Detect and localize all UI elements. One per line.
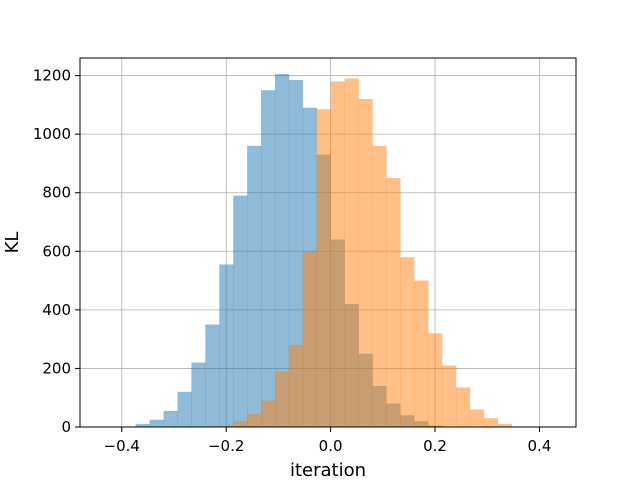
histogram-bar-series-2 xyxy=(455,387,471,427)
histogram-bar-series-2 xyxy=(330,81,345,427)
histogram-bar-series-2 xyxy=(483,418,499,427)
histogram-bar-series-2 xyxy=(233,421,248,427)
histogram-bar-series-2 xyxy=(274,371,290,427)
histogram-bar-series-2 xyxy=(400,257,415,427)
histogram-bar-series-1 xyxy=(233,195,248,427)
histogram-bar-series-1 xyxy=(261,90,276,427)
histogram-bar-series-1 xyxy=(177,391,192,427)
histogram-bar-series-1 xyxy=(163,410,178,427)
y-tick-label: 400 xyxy=(42,301,71,319)
histogram-bar-series-2 xyxy=(386,178,401,427)
histogram-bar-series-2 xyxy=(497,424,512,427)
histogram-bar-series-2 xyxy=(247,413,262,427)
plot-frame xyxy=(79,57,577,428)
x-tick-label: −0.2 xyxy=(208,437,244,455)
histogram-bar-series-2 xyxy=(469,409,485,427)
y-tick-label: 600 xyxy=(42,242,71,260)
histogram-bar-series-1 xyxy=(247,145,262,427)
histogram-bar-series-2 xyxy=(344,78,359,427)
y-axis-label: KL xyxy=(2,232,23,254)
histogram-bar-series-1 xyxy=(135,424,150,427)
histogram-bar-series-1 xyxy=(149,419,164,427)
histogram-bar-series-2 xyxy=(428,333,443,427)
x-tick-label: 0.4 xyxy=(528,437,552,455)
histogram-bar-series-2 xyxy=(316,109,331,427)
y-tick-label: 1000 xyxy=(33,125,71,143)
histogram-bar-series-1 xyxy=(205,324,220,427)
histogram-bars xyxy=(135,74,512,428)
axis-ticks: −0.4 −0.2 0.0 0.2 0.4 0 200 400 600 800 1000 1200 xyxy=(33,67,552,455)
x-tick-label: −0.4 xyxy=(104,437,140,455)
histogram-bar-series-2 xyxy=(372,145,387,427)
histogram-bar-series-2 xyxy=(414,280,429,427)
histogram-bar-series-1 xyxy=(288,79,304,427)
x-tick-label: 0.0 xyxy=(319,437,343,455)
histogram-bar-series-1 xyxy=(219,264,234,427)
histogram-bar-series-2 xyxy=(442,365,457,427)
histogram-bar-series-1 xyxy=(274,74,290,427)
y-tick-label: 0 xyxy=(61,418,71,436)
histogram-bar-series-2 xyxy=(288,345,304,427)
histogram-bar-series-2 xyxy=(302,251,318,427)
histogram-bar-series-2 xyxy=(358,99,373,427)
y-tick-label: 800 xyxy=(42,184,71,202)
x-axis-label: iteration xyxy=(290,460,366,480)
y-tick-label: 200 xyxy=(42,359,71,377)
y-tick-label: 1200 xyxy=(33,67,71,85)
histogram-bar-series-2 xyxy=(219,425,234,427)
histogram-bar-series-2 xyxy=(261,400,276,427)
histogram-bar-series-1 xyxy=(191,362,206,427)
x-tick-label: 0.2 xyxy=(423,437,447,455)
